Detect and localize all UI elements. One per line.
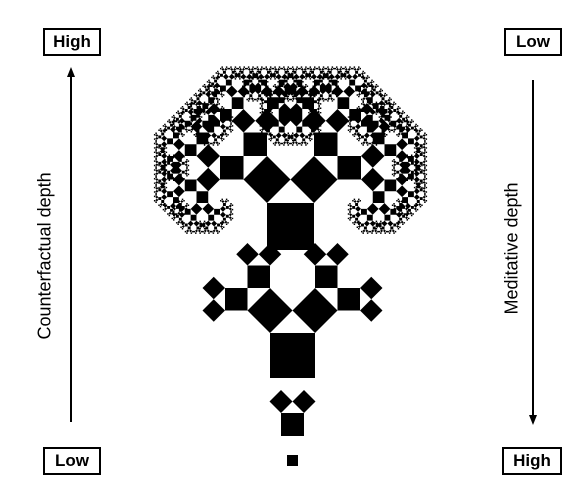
right-bottom-label: High [502,447,562,475]
right-top-label: Low [504,28,562,56]
left-top-label: High [43,28,101,56]
pythagoras-trees [153,66,428,466]
left-bottom-label: Low [43,447,101,475]
pythagoras-tree-depth-3 [202,243,383,378]
pythagoras-tree-depth-0 [287,455,298,466]
pythagoras-tree-depth-1 [269,390,316,436]
pythagoras-tree-depth-10 [153,66,428,250]
